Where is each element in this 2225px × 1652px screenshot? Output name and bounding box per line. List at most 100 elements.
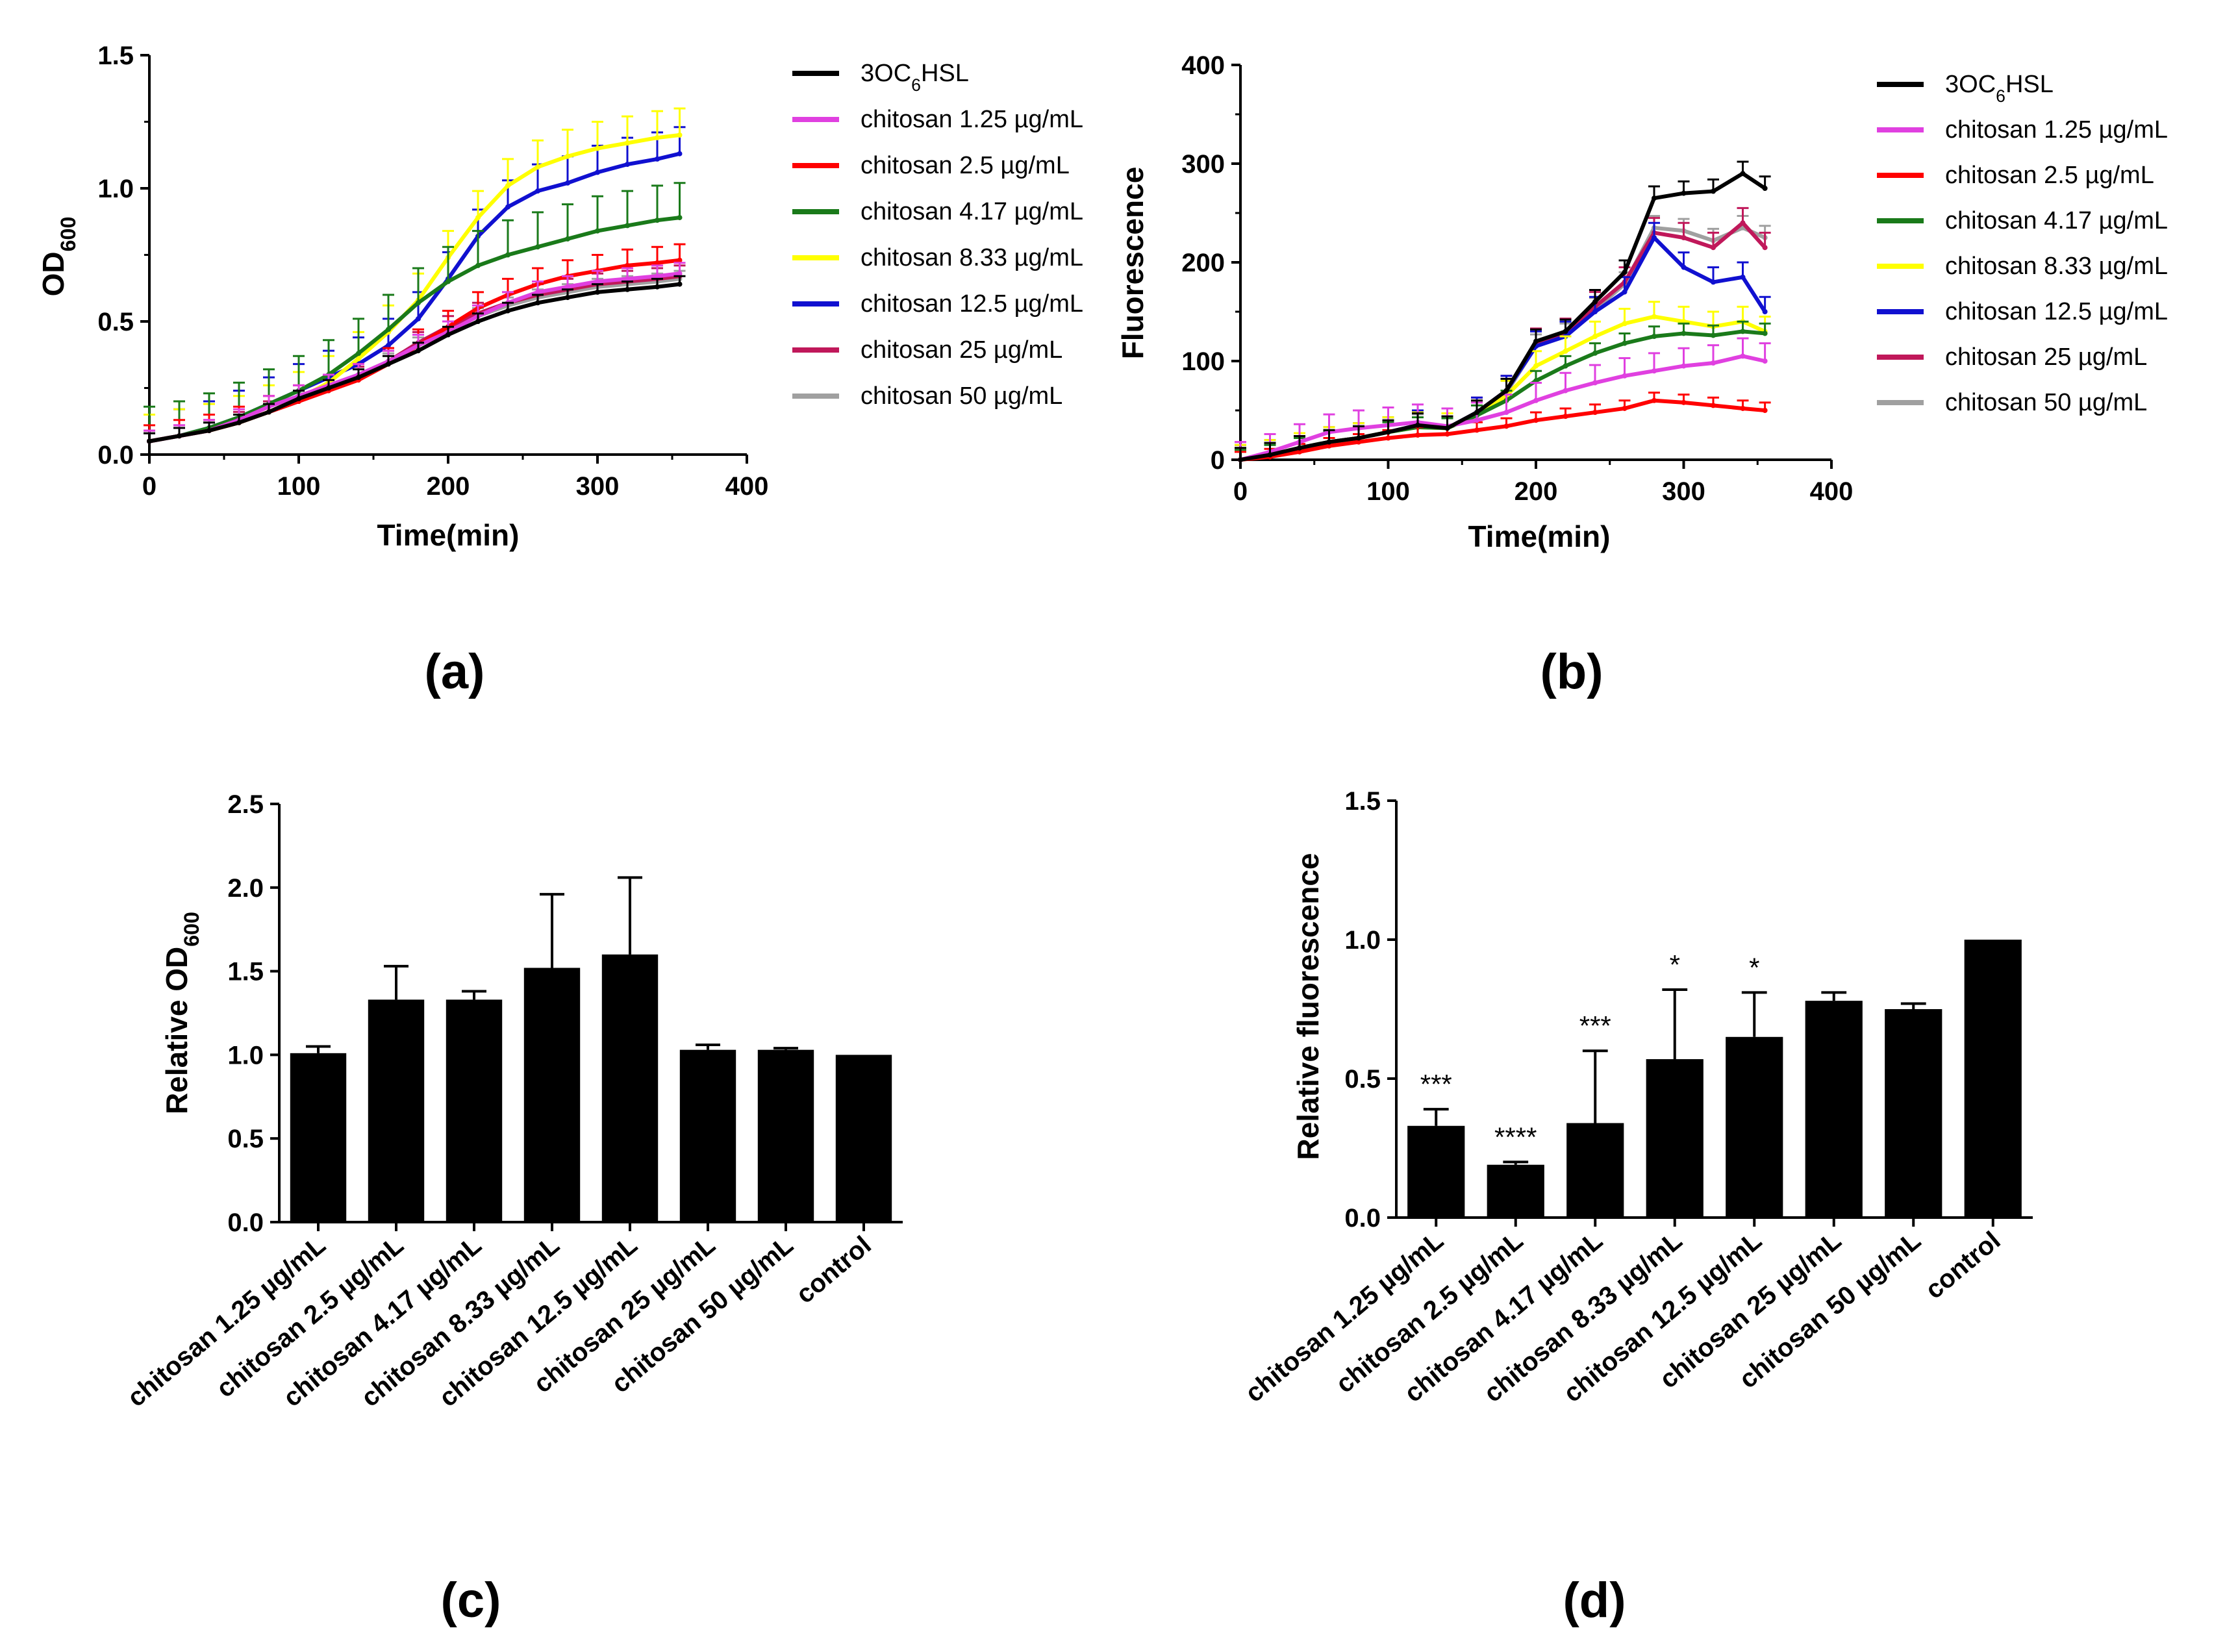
data-point <box>475 215 481 221</box>
y-axis-title-base: Relative fluorescence <box>1291 853 1325 1160</box>
data-point <box>1444 425 1450 431</box>
data-point <box>1444 431 1450 437</box>
x-tick-label: 300 <box>1662 477 1705 506</box>
data-point <box>1415 432 1420 438</box>
legend-entry: chitosan 50 µg/mL <box>1877 389 2147 416</box>
bar <box>446 999 503 1222</box>
bar <box>1964 940 2022 1218</box>
data-point <box>266 409 271 415</box>
data-point <box>655 218 660 223</box>
data-point <box>326 385 331 391</box>
data-point <box>1563 348 1568 354</box>
y-tick-label: 0.5 <box>227 1125 264 1153</box>
bar <box>290 1053 347 1222</box>
data-point <box>1533 418 1539 423</box>
legend-entry: chitosan 50 µg/mL <box>792 382 1062 410</box>
data-point <box>1622 373 1628 379</box>
data-point <box>1563 363 1568 369</box>
data-point <box>1533 363 1539 369</box>
data-point <box>1681 190 1687 196</box>
data-point <box>625 286 630 292</box>
data-point <box>177 433 182 439</box>
x-tick-label: 300 <box>576 472 620 501</box>
data-point <box>1238 457 1243 462</box>
legend-entry: chitosan 8.33 µg/mL <box>792 244 1083 271</box>
y-tick-label: 100 <box>1181 347 1225 376</box>
bar <box>757 1049 814 1222</box>
legend-label: chitosan 50 µg/mL <box>1945 389 2147 416</box>
legend-entry: chitosan 1.25 µg/mL <box>1877 116 2168 144</box>
bar <box>1726 1036 1783 1218</box>
data-point <box>1652 397 1657 403</box>
data-point <box>565 295 570 301</box>
bar <box>1487 1164 1544 1218</box>
data-point <box>1622 269 1628 275</box>
data-point <box>1711 245 1716 251</box>
y-tick-label: 0.5 <box>1344 1065 1381 1094</box>
data-point <box>595 228 600 234</box>
data-point <box>655 156 660 162</box>
data-point <box>1622 340 1628 346</box>
data-point <box>1356 435 1361 441</box>
data-point <box>1267 452 1273 458</box>
legend-entry: chitosan 8.33 µg/mL <box>1877 253 2168 280</box>
data-point <box>1652 368 1657 374</box>
y-axis-title-base: Fluorescence <box>1116 167 1150 360</box>
data-point <box>386 342 391 348</box>
panel-a: 0 100 200 300 400 0.0 0.5 1.0 1.5 Time(min) OD600 3… <box>36 42 1083 699</box>
y-tick-label: 1.0 <box>227 1041 264 1070</box>
legend-label: chitosan 1.25 µg/mL <box>861 106 1083 133</box>
panel-label: (a) <box>425 644 485 699</box>
bar <box>1566 1123 1624 1218</box>
legend-entry: chitosan 4.17 µg/mL <box>1877 207 2168 234</box>
data-point <box>1740 171 1746 177</box>
legend-entry: chitosan 1.25 µg/mL <box>792 106 1083 133</box>
data-point <box>296 395 301 401</box>
data-point <box>1592 309 1598 314</box>
data-point <box>1681 363 1687 369</box>
data-point <box>565 153 570 159</box>
data-point <box>595 145 600 151</box>
legend-entry: chitosan 25 µg/mL <box>1877 344 2147 371</box>
legend-label: chitosan 2.5 µg/mL <box>1945 162 2154 189</box>
y-tick-label: 0.0 <box>227 1208 264 1237</box>
data-point <box>1326 443 1332 449</box>
data-point <box>1681 235 1687 240</box>
data-point <box>356 375 361 381</box>
data-point <box>1474 427 1479 433</box>
data-point <box>1652 235 1657 240</box>
data-point <box>535 164 540 170</box>
y-axis-title: Relative OD600 <box>160 912 203 1114</box>
legend-label-sub: 6 <box>1996 86 2005 106</box>
data-point <box>1762 331 1768 336</box>
y-tick-label: 2.5 <box>227 790 264 819</box>
data-point <box>625 162 630 168</box>
data-point <box>416 316 421 321</box>
data-point <box>1326 439 1332 445</box>
data-point <box>416 348 421 354</box>
bar <box>368 999 425 1222</box>
data-point <box>207 428 212 434</box>
series-0 <box>144 275 686 444</box>
data-point <box>1711 403 1716 408</box>
y-tick-label: 300 <box>1181 150 1225 179</box>
legend-label: 3OC6HSL <box>861 60 969 95</box>
panel-b: 0 100 200 300 400 0 100 200 300 400 Time(min) Fluor… <box>1116 51 2168 699</box>
legend-label-base: 3OC <box>1945 71 1996 98</box>
data-point <box>655 260 660 266</box>
legend-label: chitosan 4.17 µg/mL <box>1945 207 2168 234</box>
x-tick-label: 100 <box>277 472 321 501</box>
data-point <box>1592 410 1598 416</box>
data-point <box>505 252 510 258</box>
x-tick-label: 200 <box>427 472 470 501</box>
data-point <box>1711 332 1716 338</box>
legend-label: chitosan 25 µg/mL <box>1945 344 2147 371</box>
data-point <box>625 262 630 268</box>
data-point <box>505 308 510 314</box>
legend-label: chitosan 12.5 µg/mL <box>861 290 1083 318</box>
data-point <box>1474 410 1479 416</box>
bar <box>679 1049 736 1222</box>
legend-label: 3OC6HSL <box>1945 71 2054 106</box>
data-point <box>1563 388 1568 394</box>
